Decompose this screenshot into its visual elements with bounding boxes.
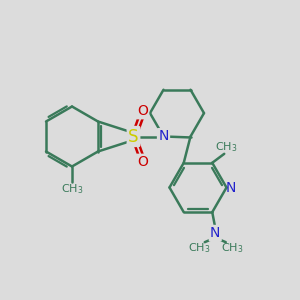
Text: S: S xyxy=(128,128,139,146)
Text: N: N xyxy=(210,226,220,240)
Text: CH$_3$: CH$_3$ xyxy=(61,182,83,196)
Text: CH$_3$: CH$_3$ xyxy=(220,241,243,255)
Text: CH$_3$: CH$_3$ xyxy=(188,241,210,255)
Text: O: O xyxy=(137,104,148,118)
Text: O: O xyxy=(137,155,148,169)
Text: N: N xyxy=(158,130,169,143)
Text: CH$_3$: CH$_3$ xyxy=(214,140,237,154)
Text: N: N xyxy=(226,181,236,194)
Text: N: N xyxy=(158,130,169,143)
